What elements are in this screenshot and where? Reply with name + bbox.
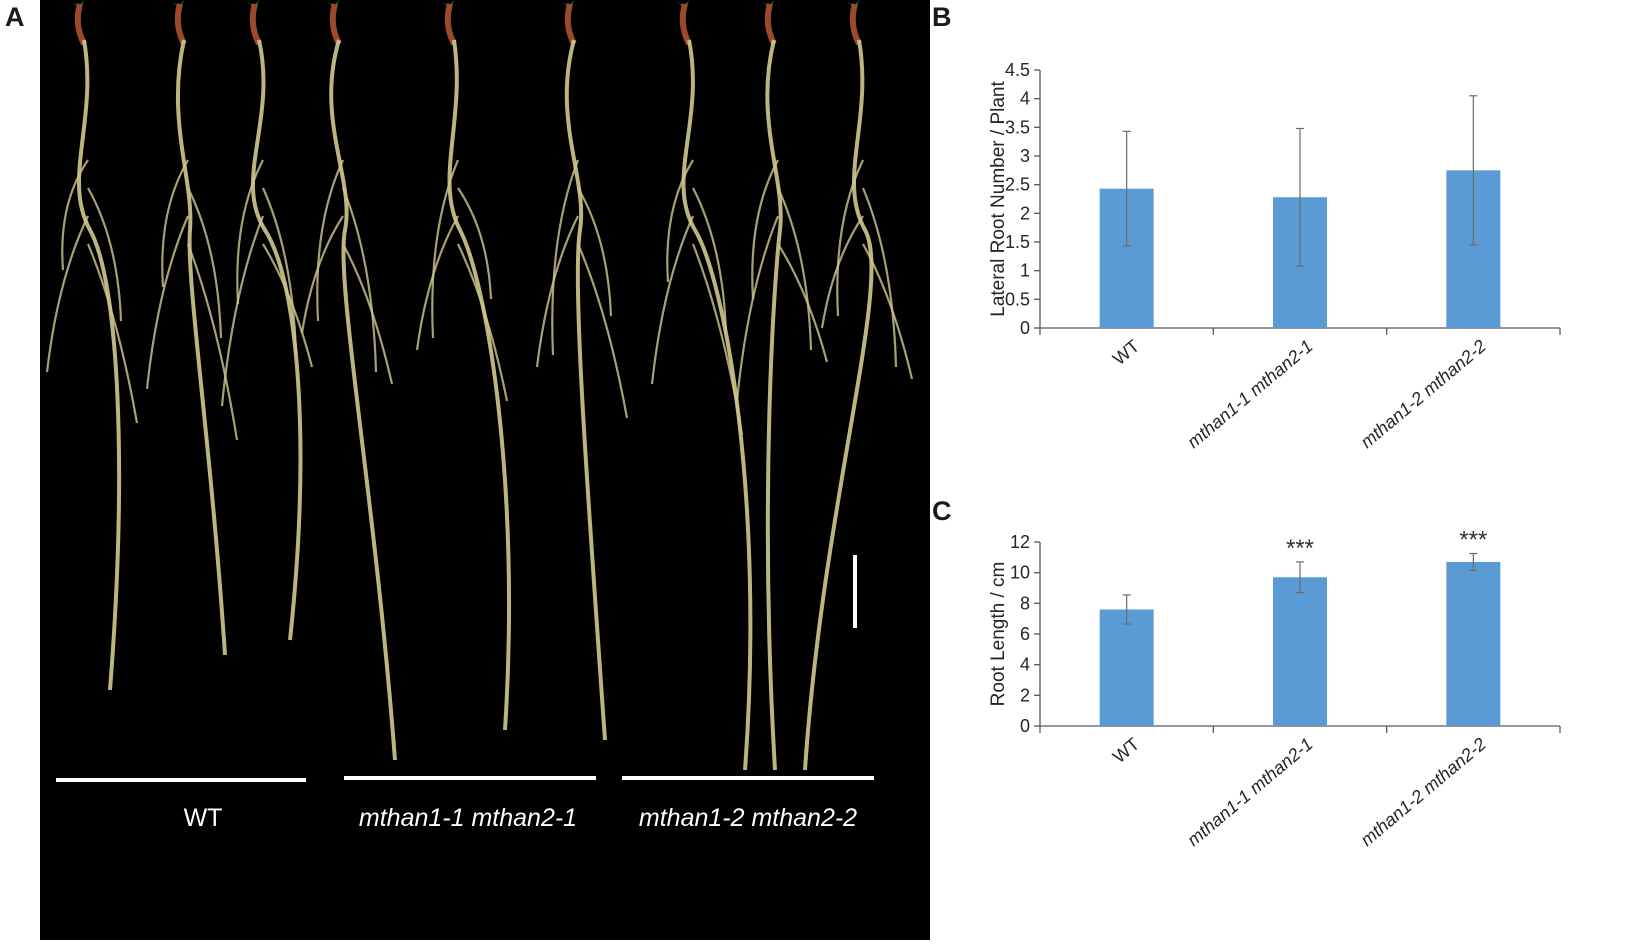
primary-root [250, 39, 303, 641]
lateral-root [220, 215, 265, 407]
x-tick-label-mthan1-1-mthan2-1: mthan1-1 mthan2-1 [1183, 734, 1316, 850]
lateral-root [87, 187, 123, 322]
lateral-root [161, 159, 189, 288]
y-tick-label: 2 [1020, 203, 1030, 223]
x-tick-label-wt: WT [1109, 336, 1143, 369]
lateral-root [457, 243, 509, 402]
lateral-root [186, 243, 239, 441]
photo-background [40, 0, 930, 940]
primary-root [329, 39, 397, 761]
lateral-root [777, 187, 813, 351]
significance-marker: *** [1459, 527, 1487, 554]
y-tick-label: 4 [1020, 655, 1030, 675]
root-photograph: WT mthan1-1 mthan2-1 mthan1-2 mthan2-2 [40, 0, 930, 940]
primary-root [564, 39, 607, 741]
panel-label-c: C [932, 496, 952, 526]
lateral-root [535, 215, 579, 368]
panel-label-b: B [932, 2, 952, 32]
lateral-root [861, 187, 898, 368]
significance-marker: *** [1286, 535, 1314, 562]
lateral-root [316, 159, 344, 322]
root-length-chart: 0 2 4 6 8 10 12 WT *** mthan1-1 mthan2-1 *** mthan1… [990, 527, 1561, 850]
lateral-root [862, 243, 914, 380]
bar-mthan1-1-mthan2-1 [1273, 577, 1327, 726]
y-axis-label: Root Length / cm [990, 562, 1009, 707]
y-axis-label: Lateral Root Number / Plant [990, 81, 1009, 317]
lateral-root [551, 159, 580, 356]
lateral-root [692, 187, 728, 334]
x-tick-label-wt: WT [1109, 734, 1143, 767]
y-tick-label: 10 [1010, 563, 1030, 583]
primary-root [681, 39, 753, 771]
panel-label-a: A [5, 2, 25, 32]
y-tick-label: 12 [1010, 532, 1030, 552]
lateral-root [576, 243, 629, 419]
lateral-root [457, 187, 493, 300]
lateral-root [650, 215, 695, 385]
lateral-root [86, 243, 139, 424]
lateral-root [577, 187, 613, 317]
y-tick-label: 2 [1020, 685, 1030, 705]
lateral-root [415, 215, 459, 351]
genotype-label-wt: WT [184, 804, 223, 832]
genotype-label-mthan1-1: mthan1-1 mthan2-1 [359, 804, 577, 832]
primary-root [77, 39, 122, 691]
lateral-root [45, 215, 89, 373]
lateral-root [187, 187, 223, 339]
lateral-root [666, 159, 694, 283]
bar-mthan1-2-mthan2-2 [1446, 561, 1501, 726]
lateral-root [145, 215, 190, 390]
lateral-root [61, 159, 89, 271]
lateral-root [262, 243, 314, 368]
x-tick-label-mthan1-2-mthan2-2: mthan1-2 mthan2-2 [1357, 734, 1490, 850]
y-tick-label: 3.5 [1005, 117, 1030, 137]
bar-wt [1099, 609, 1154, 726]
lateral-root [820, 215, 864, 329]
y-tick-label: 0.5 [1005, 289, 1030, 309]
y-tick-label: 3 [1020, 146, 1030, 166]
y-tick-label: 0 [1020, 318, 1030, 338]
y-tick-label: 1.5 [1005, 232, 1030, 252]
lateral-root [751, 159, 779, 300]
lateral-root [691, 243, 744, 436]
y-tick-label: 0 [1020, 716, 1030, 736]
lateral-root [342, 243, 394, 385]
y-tick-label: 4 [1020, 89, 1030, 109]
y-tick-label: 4.5 [1005, 60, 1030, 80]
y-tick-label: 2.5 [1005, 175, 1030, 195]
x-tick-label-mthan1-1-mthan2-1: mthan1-1 mthan2-1 [1183, 336, 1316, 452]
lateral-root [300, 215, 344, 334]
primary-root [765, 39, 783, 771]
y-tick-label: 1 [1020, 261, 1030, 281]
lateral-root [431, 159, 460, 339]
primary-root [803, 39, 874, 771]
genotype-label-mthan1-2: mthan1-2 mthan2-2 [639, 804, 857, 832]
lateral-root [261, 187, 298, 356]
lateral-root [777, 243, 829, 363]
x-tick-label-mthan1-2-mthan2-2: mthan1-2 mthan2-2 [1357, 336, 1490, 452]
lateral-root [836, 159, 864, 317]
y-tick-label: 8 [1020, 593, 1030, 613]
lateral-root [735, 215, 780, 402]
seedlings [45, 0, 914, 771]
lateral-root [236, 159, 264, 305]
lateral-root-number-chart: 0 0.5 1 1.5 2 2.5 3 3.5 4 4.5 WT mthan1-1 mthan2-1 m… [990, 60, 1561, 452]
y-tick-label: 6 [1020, 624, 1030, 644]
primary-root [447, 39, 512, 731]
lateral-root [341, 187, 378, 373]
